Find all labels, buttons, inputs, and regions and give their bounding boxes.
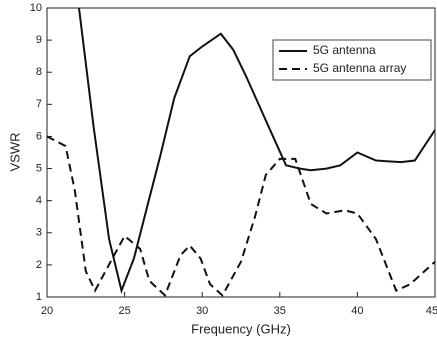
y-tick-label: 5 xyxy=(36,162,42,174)
y-tick-label: 1 xyxy=(36,291,42,303)
y-tick-label: 7 xyxy=(36,98,42,110)
x-tick-label: 20 xyxy=(41,305,53,317)
legend-box xyxy=(272,39,432,81)
x-axis-title: Frequency (GHz) xyxy=(191,321,291,336)
y-tick-label: 8 xyxy=(36,66,42,78)
y-tick-label: 2 xyxy=(36,259,42,271)
y-tick-label: 10 xyxy=(30,2,42,14)
y-tick-label: 3 xyxy=(36,227,42,239)
x-tick-label: 25 xyxy=(118,305,130,317)
legend-label: 5G antenna xyxy=(313,43,376,57)
y-axis-title: VSWR xyxy=(7,133,22,172)
legend-label: 5G antenna array xyxy=(313,61,406,75)
y-tick-label: 9 xyxy=(36,34,42,46)
plot-frame xyxy=(46,7,436,298)
x-tick-label: 30 xyxy=(196,305,208,317)
y-tick-label: 6 xyxy=(36,130,42,142)
line xyxy=(47,135,435,297)
y-tick-label: 4 xyxy=(36,195,42,207)
line xyxy=(78,8,435,294)
x-tick-label: 35 xyxy=(274,305,286,317)
x-tick-label: 45 xyxy=(426,305,437,317)
x-tick-label: 40 xyxy=(351,305,363,317)
